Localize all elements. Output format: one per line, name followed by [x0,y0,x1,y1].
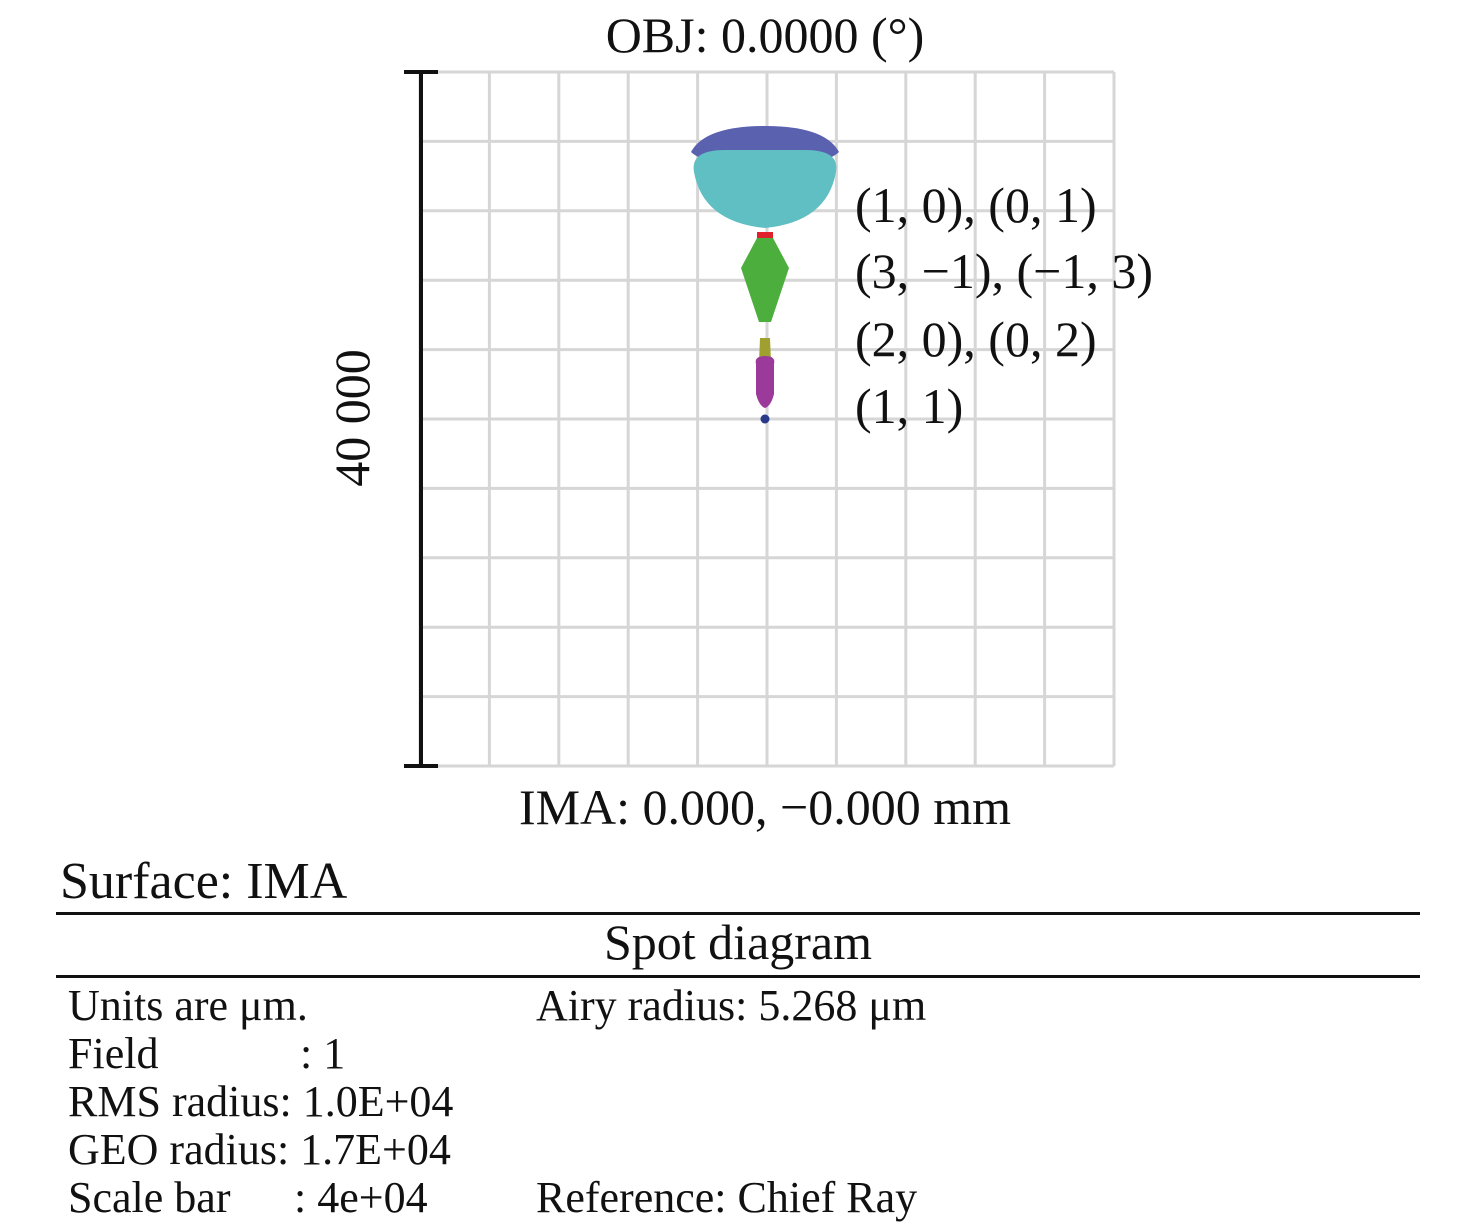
scale-bar-label: 40 000 [324,349,380,487]
rms-radius-text: RMS radius: 1.0E+04 [68,1077,454,1126]
spot-diamond-3 [741,238,789,322]
legend-label-3: (2, 0), (0, 2) [855,311,1097,367]
bottom-rule [56,975,1420,978]
field-label: Field [68,1029,159,1078]
legend-label-4: (1, 1) [855,378,964,434]
legend-label-1: (1, 0), (0, 1) [855,177,1097,233]
field-row: Field : 1 [68,1030,345,1078]
top-rule [56,912,1420,915]
spot-capsule-5 [755,356,775,408]
chart-title: OBJ: 0.0000 (°) [605,7,925,63]
scale-row: Scale bar : 4e+04 [68,1174,428,1222]
airy-radius-text: Airy radius: 5.268 μm [536,981,927,1030]
units-text: Units are μm. [68,981,308,1030]
geo-radius-text: GEO radius: 1.7E+04 [68,1125,451,1174]
legend-label-2: (3, −1), (−1, 3) [855,243,1153,299]
spot-patterns [691,126,839,424]
scale-value: : 4e+04 [294,1173,428,1222]
spot-bowl-1 [693,150,837,228]
scale-bar [404,70,438,768]
spot-dot-6 [760,414,770,424]
reference-text: Reference: Chief Ray [536,1173,918,1222]
image-plane-label: IMA: 0.000, −0.000 mm [518,779,1012,835]
spot-small-bar-4 [759,338,771,362]
scale-label: Scale bar [68,1173,231,1222]
surface-label: Surface: IMA [60,853,348,910]
field-value: : 1 [300,1029,346,1078]
report-header: Spot diagram [603,914,873,970]
